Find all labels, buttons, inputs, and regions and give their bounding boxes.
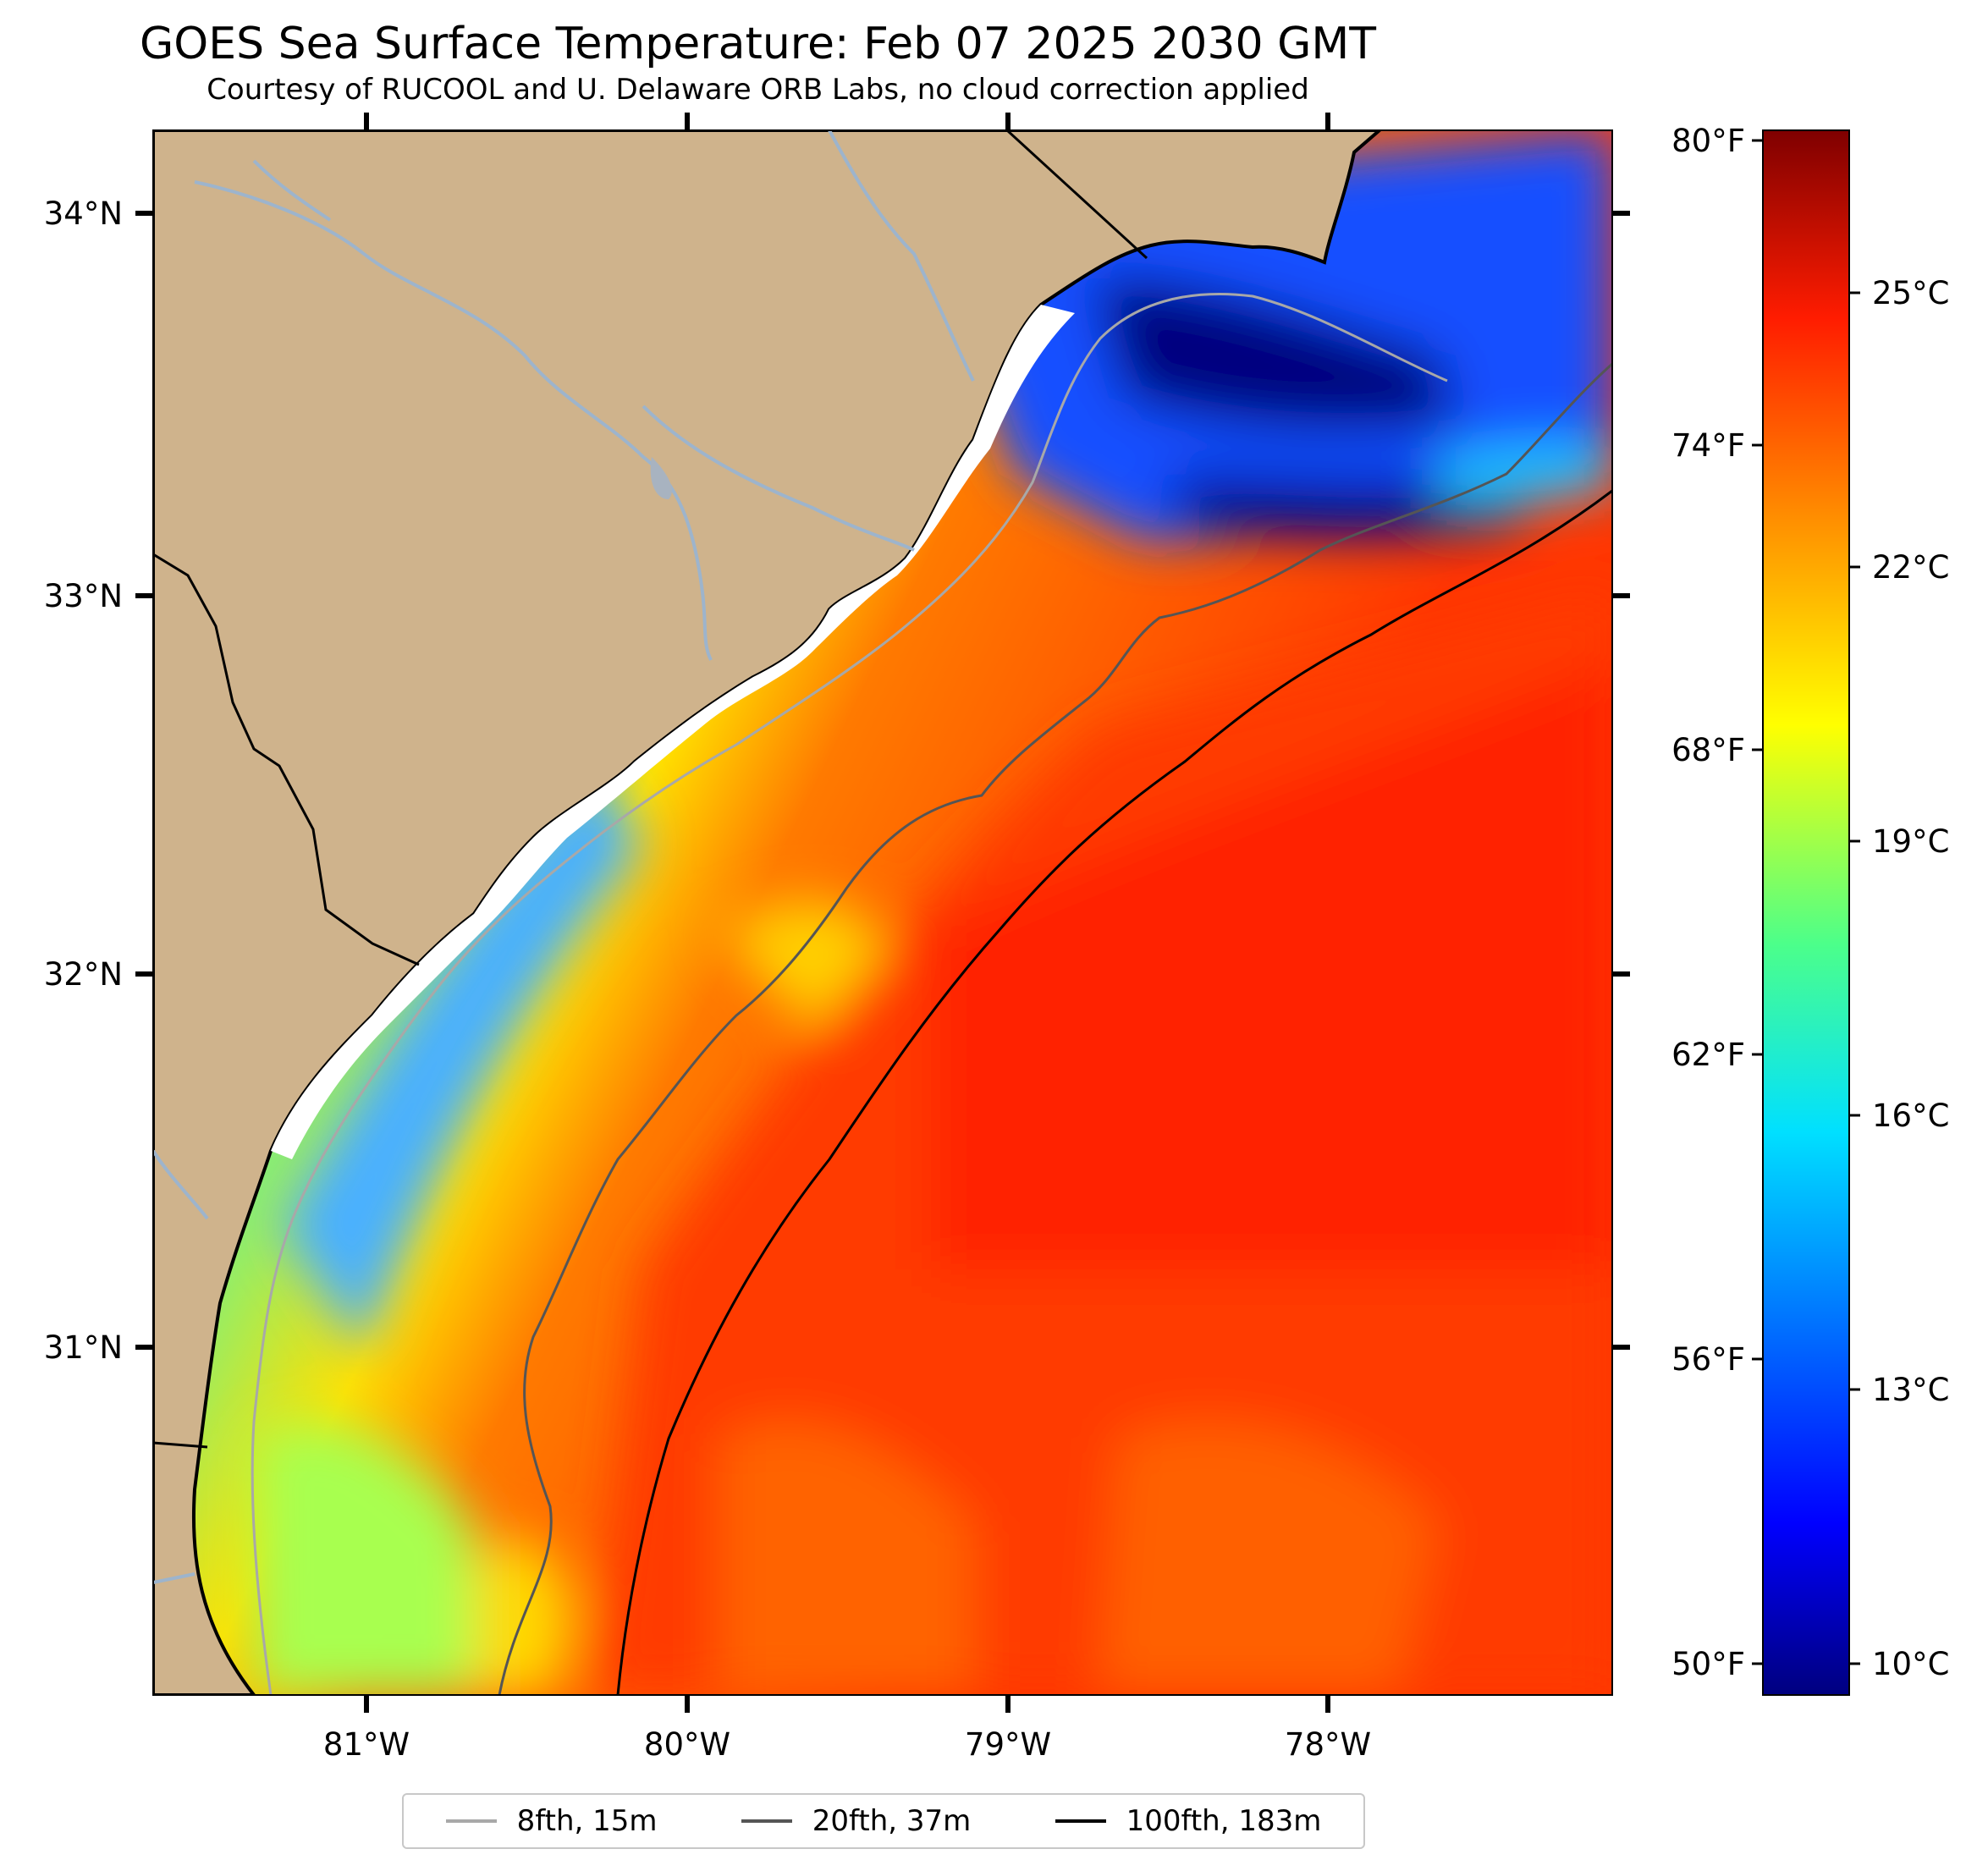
legend-item-8fth: 8fth, 15m: [445, 1804, 658, 1838]
lake-marion: [650, 457, 672, 499]
colorbar-ticks: [1752, 139, 1860, 1665]
state-boundary-ga-sc: [153, 553, 420, 966]
legend-line-20fth: [741, 1819, 792, 1823]
state-boundary-nc-sc: [1005, 130, 1148, 260]
legend-label-100fth: 100fth, 183m: [1126, 1804, 1322, 1838]
lon-label-81: 81°W: [323, 1726, 410, 1763]
lat-label-32: 32°N: [44, 956, 123, 993]
colorbar-c-label-13: 13°C: [1872, 1372, 1949, 1408]
map-title: GOES Sea Surface Temperature: Feb 07 202…: [139, 19, 1377, 69]
colorbar-c-label-22: 22°C: [1872, 549, 1949, 586]
map-frame: [152, 129, 1613, 1696]
colorbar-c-label-10: 10°C: [1872, 1646, 1949, 1682]
map-area: [153, 130, 1612, 1695]
map-subtitle: Courtesy of RUCOOL and U. Delaware ORB L…: [207, 73, 1309, 107]
legend-label-8fth: 8fth, 15m: [516, 1804, 658, 1838]
lat-label-34: 34°N: [44, 195, 123, 232]
lon-label-78: 78°W: [1285, 1726, 1371, 1763]
lon-label-79: 79°W: [965, 1726, 1051, 1763]
legend-item-20fth: 20fth, 37m: [741, 1804, 972, 1838]
colorbar-f-label-80: 80°F: [1671, 123, 1745, 159]
legend-line-100fth: [1055, 1819, 1106, 1823]
colorbar-f-label-50: 50°F: [1671, 1646, 1745, 1682]
isobath-legend: 8fth, 15m 20fth, 37m 100fth, 183m: [402, 1793, 1365, 1849]
axis-ticks: [135, 113, 1630, 1713]
legend-label-20fth: 20fth, 37m: [812, 1804, 972, 1838]
isobath-20fth: [498, 362, 1612, 1695]
lat-label-31: 31°N: [44, 1329, 123, 1366]
colorbar-c-label-16: 16°C: [1872, 1098, 1949, 1134]
lat-label-33: 33°N: [44, 578, 123, 614]
colorbar-c-label-19: 19°C: [1872, 823, 1949, 860]
colorbar: [1762, 129, 1850, 1696]
legend-item-100fth: 100fth, 183m: [1055, 1804, 1322, 1838]
state-boundary-ga-fl: [153, 1441, 208, 1449]
colorbar-f-label-74: 74°F: [1671, 427, 1745, 464]
colorbar-c-label-25: 25°C: [1872, 275, 1949, 311]
legend-line-8fth: [445, 1819, 497, 1823]
rivers: [153, 130, 975, 1584]
coastal-gap: [271, 305, 1075, 1159]
sst-field-detail: [254, 130, 1612, 1695]
lon-label-80: 80°W: [644, 1726, 730, 1763]
colorbar-f-label-56: 56°F: [1671, 1341, 1745, 1378]
isobath-8fth: [251, 293, 1448, 1695]
colorbar-f-label-68: 68°F: [1671, 732, 1745, 768]
isobath-100fth: [616, 489, 1612, 1695]
colorbar-f-label-62: 62°F: [1671, 1037, 1745, 1073]
